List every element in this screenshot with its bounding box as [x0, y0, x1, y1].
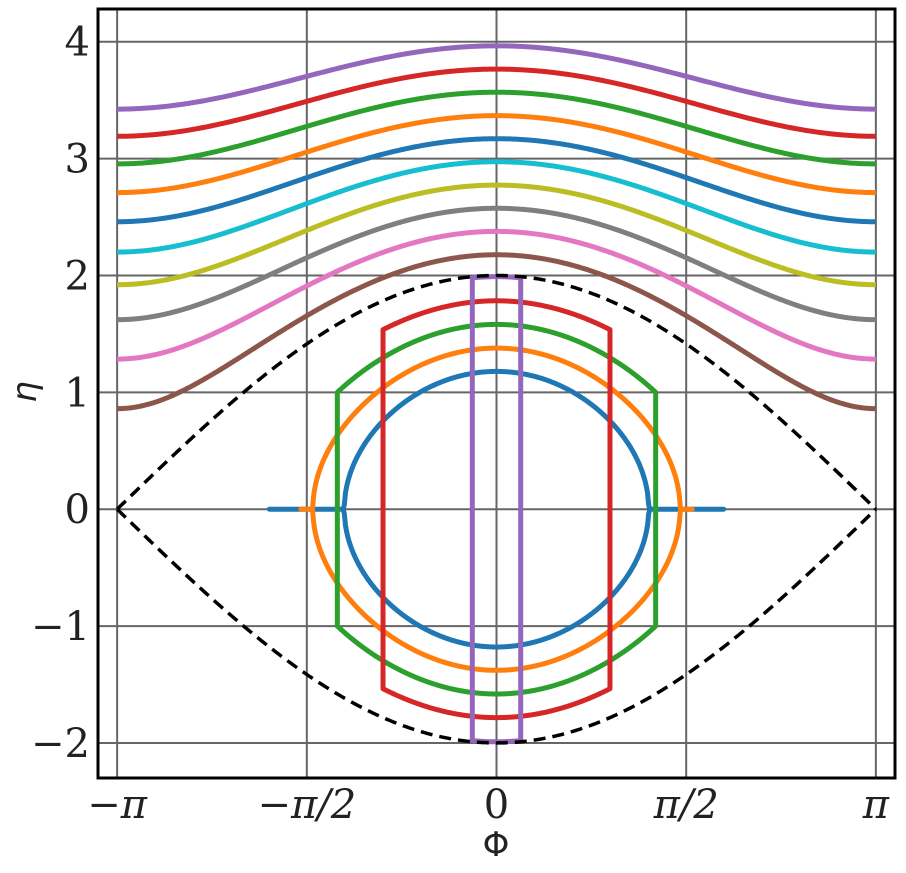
plot-frame: [96, 7, 897, 780]
open-orbit-curve: [116, 113, 877, 196]
open-orbit-curve: [116, 66, 877, 139]
x-axis-title: Φ: [483, 825, 510, 865]
open-orbit-curve: [116, 159, 877, 255]
closed-orbit-curve: [334, 321, 659, 697]
separatrix-lower: [115, 507, 878, 745]
y-tick-label: 4: [65, 20, 90, 66]
x-tick-label: π/2: [653, 782, 719, 828]
x-tick-label: −π: [87, 782, 148, 828]
closed-orbit-curve: [298, 345, 695, 673]
open-orbit-curve: [116, 182, 877, 288]
separatrix-upper: [115, 273, 878, 511]
closed-orbit-curve: [266, 368, 727, 650]
open-orbit-curve: [116, 89, 877, 167]
y-tick-label: 1: [65, 370, 90, 416]
open-orbit-curve: [116, 228, 877, 362]
x-tick-label: −π/2: [257, 782, 356, 828]
y-tick-label: 0: [65, 487, 90, 533]
closed-orbit-curve: [380, 298, 613, 721]
y-tick-label: 2: [65, 253, 90, 299]
x-tick-labels: −π −π/2 0 π/2 π: [87, 782, 889, 828]
y-axis-title: η: [5, 381, 45, 403]
y-tick-labels: −2 −1 0 1 2 3 4: [31, 20, 90, 767]
y-tick-label: 3: [65, 137, 90, 183]
x-tick-label: π: [862, 782, 890, 828]
open-orbit-curve: [116, 136, 877, 225]
open-orbit-curve: [116, 43, 877, 112]
y-tick-label: −1: [31, 604, 90, 650]
y-tick-label: −2: [31, 721, 90, 767]
open-orbit-curve: [116, 205, 877, 323]
x-tick-label: 0: [484, 782, 509, 828]
curve-layer: [115, 43, 878, 745]
open-orbit-curve: [116, 252, 877, 412]
